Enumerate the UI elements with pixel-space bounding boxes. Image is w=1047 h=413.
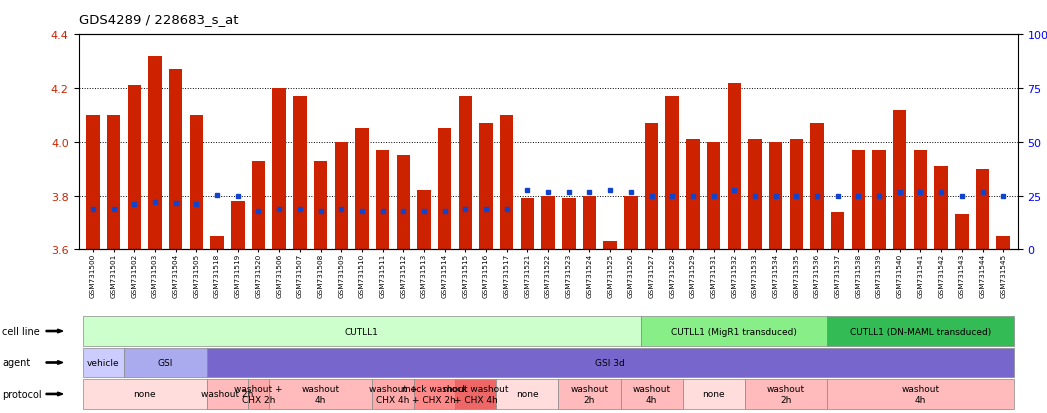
Bar bbox=[645, 124, 659, 250]
Bar bbox=[768, 142, 782, 250]
Bar bbox=[624, 196, 638, 250]
Bar bbox=[872, 150, 886, 250]
Text: GSI: GSI bbox=[158, 358, 173, 367]
Bar bbox=[976, 169, 989, 250]
Bar bbox=[149, 57, 162, 250]
Bar bbox=[169, 70, 182, 250]
Bar bbox=[418, 191, 430, 250]
Bar bbox=[831, 212, 845, 250]
Text: vehicle: vehicle bbox=[87, 358, 119, 367]
Bar bbox=[934, 167, 948, 250]
Bar bbox=[128, 86, 141, 250]
Text: mock washout
+ CHX 4h: mock washout + CHX 4h bbox=[443, 385, 509, 404]
Bar bbox=[686, 140, 699, 250]
Bar bbox=[810, 124, 824, 250]
Text: GSI 3d: GSI 3d bbox=[596, 358, 625, 367]
Bar bbox=[314, 161, 328, 250]
Bar bbox=[190, 116, 203, 250]
Text: none: none bbox=[133, 389, 156, 399]
Bar bbox=[789, 140, 803, 250]
Bar bbox=[666, 97, 678, 250]
Bar bbox=[86, 116, 99, 250]
Bar bbox=[438, 129, 451, 250]
Bar bbox=[355, 129, 369, 250]
Bar bbox=[893, 110, 907, 250]
Bar bbox=[583, 196, 596, 250]
Bar bbox=[997, 237, 1010, 250]
Bar bbox=[293, 97, 307, 250]
Text: washout
4h: washout 4h bbox=[632, 385, 670, 404]
Bar bbox=[520, 199, 534, 250]
Bar bbox=[562, 199, 576, 250]
Text: CUTLL1 (DN-MAML transduced): CUTLL1 (DN-MAML transduced) bbox=[850, 327, 992, 336]
Bar bbox=[914, 150, 928, 250]
Text: washout
4h: washout 4h bbox=[302, 385, 339, 404]
Text: agent: agent bbox=[2, 358, 30, 368]
Text: GDS4289 / 228683_s_at: GDS4289 / 228683_s_at bbox=[79, 13, 238, 26]
Text: washout
2h: washout 2h bbox=[571, 385, 608, 404]
Bar bbox=[231, 202, 245, 250]
Text: none: none bbox=[703, 389, 725, 399]
Text: washout
2h: washout 2h bbox=[767, 385, 805, 404]
Text: cell line: cell line bbox=[2, 326, 40, 336]
Bar bbox=[251, 161, 265, 250]
Text: washout +
CHX 4h: washout + CHX 4h bbox=[369, 385, 417, 404]
Bar bbox=[749, 140, 761, 250]
Text: washout +
CHX 2h: washout + CHX 2h bbox=[235, 385, 283, 404]
Bar bbox=[272, 89, 286, 250]
Bar bbox=[851, 150, 865, 250]
Text: washout 2h: washout 2h bbox=[201, 389, 253, 399]
Bar bbox=[397, 156, 410, 250]
Bar bbox=[480, 124, 493, 250]
Text: ■  transformed count: ■ transformed count bbox=[79, 412, 184, 413]
Bar bbox=[335, 142, 348, 250]
Text: none: none bbox=[516, 389, 539, 399]
Bar bbox=[459, 97, 472, 250]
Bar bbox=[728, 83, 741, 250]
Text: CUTLL1: CUTLL1 bbox=[346, 327, 379, 336]
Bar bbox=[955, 215, 968, 250]
Bar bbox=[707, 142, 720, 250]
Text: protocol: protocol bbox=[2, 389, 42, 399]
Text: CUTLL1 (MigR1 transduced): CUTLL1 (MigR1 transduced) bbox=[671, 327, 797, 336]
Text: mock washout
+ CHX 2h: mock washout + CHX 2h bbox=[402, 385, 467, 404]
Bar bbox=[500, 116, 513, 250]
Bar bbox=[107, 116, 120, 250]
Bar bbox=[603, 242, 617, 250]
Bar bbox=[541, 196, 555, 250]
Bar bbox=[210, 237, 224, 250]
Text: washout
4h: washout 4h bbox=[901, 385, 939, 404]
Bar bbox=[376, 150, 389, 250]
